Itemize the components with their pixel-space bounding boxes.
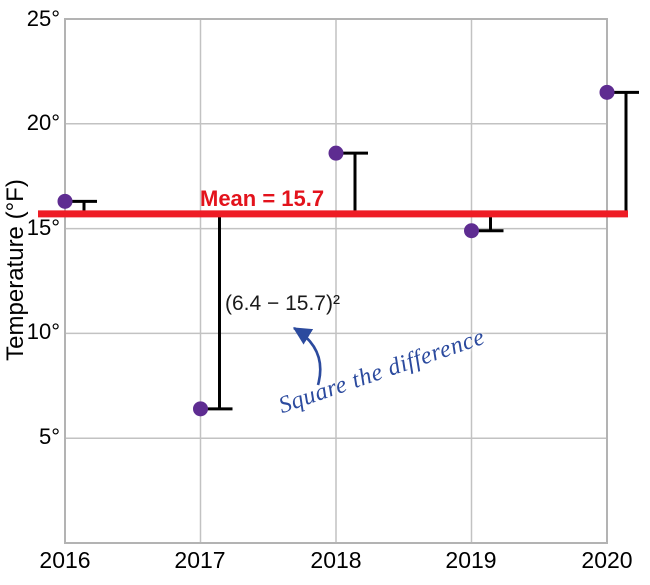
y-tick-label-15: 15°	[26, 215, 60, 240]
x-tick-label-2018: 2018	[310, 547, 362, 573]
x-tick-label-2020: 2020	[581, 547, 633, 573]
data-point	[193, 401, 208, 417]
y-tick-label-25: 25°	[26, 6, 60, 31]
y-tick-label-20: 20°	[26, 110, 60, 135]
data-point	[57, 193, 73, 209]
plot-border	[64, 18, 608, 544]
annotation-arrow	[292, 326, 322, 386]
x-tick-label-2019: 2019	[445, 547, 497, 573]
data-point	[328, 145, 344, 161]
data-point	[464, 223, 479, 239]
y-tick-label-5: 5°	[38, 424, 60, 449]
y-tick-label-10: 10°	[26, 319, 60, 344]
x-tick-label-2016: 2016	[39, 547, 91, 573]
x-tick-label-2017: 2017	[174, 547, 226, 573]
data-point	[599, 84, 615, 100]
mean-value-label: Mean = 15.7	[200, 186, 325, 211]
squared-difference-formula: (6.4 − 15.7)²	[225, 292, 340, 315]
